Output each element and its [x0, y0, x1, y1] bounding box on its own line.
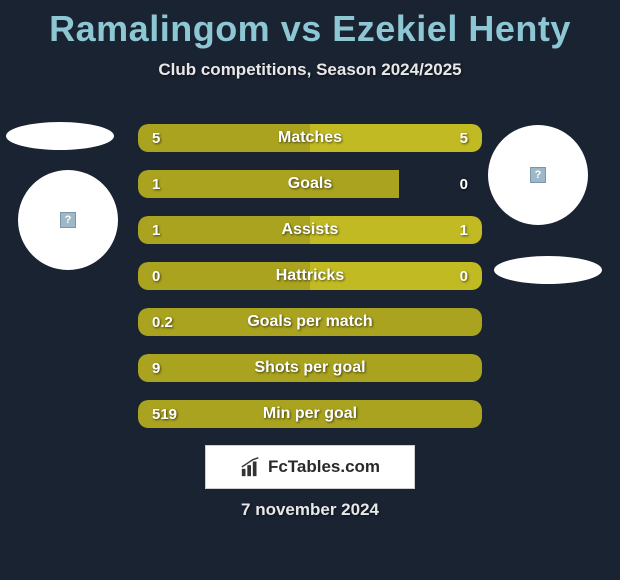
- ellipse-shadow-left: [6, 122, 114, 150]
- unknown-player-icon: ?: [60, 212, 76, 228]
- page-title: Ramalingom vs Ezekiel Henty: [0, 0, 620, 50]
- stat-bar-row: 11Assists: [138, 216, 482, 244]
- stat-bars-container: 55Matches 10Goals 11Assists 00Hattricks 0.2G…: [138, 124, 482, 446]
- unknown-player-icon: ?: [530, 167, 546, 183]
- bar-label: Goals: [138, 170, 482, 198]
- bar-label: Assists: [138, 216, 482, 244]
- bar-label: Matches: [138, 124, 482, 152]
- stat-bar-row: 10Goals: [138, 170, 482, 198]
- stat-bar-row: 9Shots per goal: [138, 354, 482, 382]
- avatar-right: ?: [488, 125, 588, 225]
- avatar-left: ?: [18, 170, 118, 270]
- fctables-logo: FcTables.com: [205, 445, 415, 489]
- bar-label: Shots per goal: [138, 354, 482, 382]
- bar-label: Goals per match: [138, 308, 482, 336]
- date-label: 7 november 2024: [0, 500, 620, 520]
- stat-bar-row: 519Min per goal: [138, 400, 482, 428]
- bar-label: Hattricks: [138, 262, 482, 290]
- logo-text: FcTables.com: [268, 457, 380, 477]
- chart-icon: [240, 456, 262, 478]
- stat-bar-row: 0.2Goals per match: [138, 308, 482, 336]
- page-subtitle: Club competitions, Season 2024/2025: [0, 60, 620, 80]
- ellipse-shadow-right: [494, 256, 602, 284]
- bar-label: Min per goal: [138, 400, 482, 428]
- stat-bar-row: 00Hattricks: [138, 262, 482, 290]
- stat-bar-row: 55Matches: [138, 124, 482, 152]
